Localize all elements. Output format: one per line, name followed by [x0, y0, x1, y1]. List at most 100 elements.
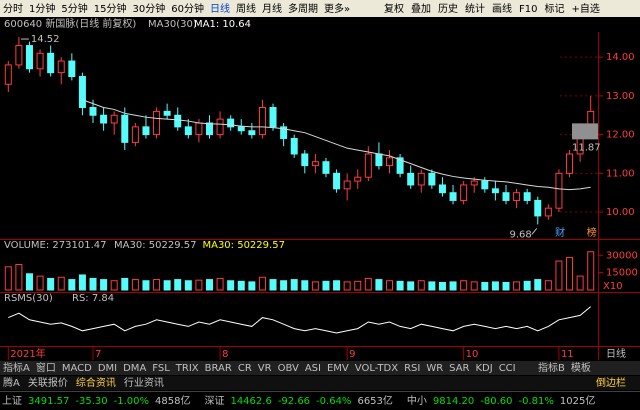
- volume-bar: [502, 281, 510, 291]
- indicator-tab[interactable]: SAR: [449, 363, 469, 374]
- indicator-tab[interactable]: VR: [258, 363, 272, 374]
- info-tab[interactable]: 行业资讯: [124, 376, 164, 389]
- toolbar-item[interactable]: 更多»: [324, 2, 350, 15]
- volume-bar: [417, 280, 425, 291]
- volume-bar: [237, 280, 245, 291]
- indicator-tab[interactable]: TRIX: [175, 363, 199, 374]
- toolbar-item[interactable]: +自选: [571, 2, 599, 15]
- sidebar-toggle[interactable]: 倒边栏: [596, 376, 626, 389]
- tab-bar: [0, 361, 640, 375]
- ma-line: [82, 99, 591, 191]
- toolbar-item[interactable]: 历史: [438, 3, 458, 15]
- candle-body: [470, 180, 478, 186]
- candle-body: [25, 45, 33, 70]
- volume-bar: [396, 280, 404, 291]
- toolbar: [0, 0, 640, 17]
- toolbar-item[interactable]: 多周期: [288, 2, 318, 15]
- candle-body: [184, 126, 192, 136]
- candle-body: [428, 172, 436, 186]
- toolbar-item[interactable]: 60分钟: [171, 2, 204, 15]
- candle-body: [15, 45, 23, 66]
- low-arrow: [531, 228, 538, 235]
- toolbar-item[interactable]: F10: [519, 4, 537, 15]
- indicator-tab[interactable]: ASI: [305, 363, 321, 374]
- info-tab[interactable]: 腾A: [3, 376, 20, 389]
- volume-bar: [153, 279, 161, 291]
- toolbar-item[interactable]: 复权: [384, 2, 404, 15]
- volume-bar: [544, 280, 552, 291]
- volume-bar: [322, 280, 330, 291]
- toolbar-item[interactable]: 统计: [465, 2, 485, 15]
- status-item: 3491.57: [28, 396, 69, 407]
- candle-body: [523, 192, 531, 201]
- volume-ma[interactable]: MA30: 50229.57: [114, 240, 196, 251]
- candle-body: [322, 161, 330, 174]
- volume-bar: [311, 281, 319, 291]
- volume-bar: [470, 281, 478, 291]
- y-tick-label: 10.00: [606, 207, 635, 218]
- info-tab[interactable]: 综合资讯: [76, 376, 116, 389]
- status-item: -0.64%: [316, 396, 351, 407]
- candle-body: [311, 161, 319, 167]
- candle-body: [110, 114, 118, 124]
- volume-bar: [428, 281, 436, 291]
- date-label: 7: [95, 349, 101, 360]
- candle-body: [513, 192, 521, 201]
- indicator-tab[interactable]: CR: [238, 363, 252, 374]
- event-tag: 榜: [587, 226, 597, 239]
- toolbar-item[interactable]: 周线: [236, 2, 256, 15]
- candle-body: [417, 172, 425, 186]
- indicator-tab[interactable]: RSI: [404, 363, 420, 374]
- candle-body: [364, 153, 372, 178]
- indicator-tab[interactable]: WR: [426, 363, 443, 374]
- toolbar-item[interactable]: 叠加: [411, 3, 431, 15]
- status-item: 4858亿: [155, 394, 190, 407]
- volume-bar: [587, 251, 595, 291]
- volume-bar: [25, 273, 33, 291]
- volume-bar: [354, 280, 362, 291]
- indicator-tab[interactable]: DMA: [123, 363, 146, 374]
- toolbar-item[interactable]: 5分钟: [61, 2, 87, 15]
- indicator-tab[interactable]: KDJ: [475, 363, 492, 374]
- indicator-tab[interactable]: FSL: [152, 363, 170, 374]
- volume-bar: [15, 264, 23, 291]
- indicator-tab[interactable]: MACD: [62, 363, 92, 374]
- toolbar-item[interactable]: 标记: [544, 3, 564, 15]
- indicator-tab[interactable]: OBV: [278, 363, 299, 374]
- candle-body: [343, 180, 351, 190]
- candle-body: [566, 153, 574, 174]
- toolbar-item[interactable]: 30分钟: [132, 2, 165, 15]
- indicator-tab[interactable]: 指标A: [3, 361, 30, 374]
- status-item: 6653亿: [357, 394, 392, 407]
- status-item: -0.81%: [519, 396, 554, 407]
- status-item: -92.66: [278, 396, 310, 407]
- indicator-tab[interactable]: 指标B: [538, 361, 565, 374]
- candle-body: [290, 137, 298, 155]
- toolbar-item[interactable]: 1分钟: [29, 2, 55, 15]
- toolbar-item[interactable]: 分时: [3, 3, 23, 15]
- indicator-tab[interactable]: DMI: [98, 363, 117, 374]
- info-tab[interactable]: 关联报价: [28, 376, 68, 389]
- indicator-tab[interactable]: BRAR: [205, 363, 232, 374]
- ma-value: MA1: 10.64: [194, 19, 251, 30]
- candle-body: [301, 153, 309, 167]
- indicator-tab[interactable]: CCI: [499, 363, 516, 374]
- indicator-tab[interactable]: 模板: [571, 361, 591, 374]
- toolbar-item[interactable]: 月线: [262, 2, 282, 15]
- volume-ma[interactable]: MA30: 50229.57: [202, 240, 284, 251]
- indicator-tab[interactable]: EMV: [327, 363, 349, 374]
- last-label: 11.87: [572, 142, 601, 153]
- indicator-tab[interactable]: VOL-TDX: [355, 363, 398, 374]
- toolbar-item[interactable]: 画线: [492, 2, 512, 15]
- candle-body: [131, 126, 139, 143]
- candle-body: [258, 107, 266, 136]
- volume-title: VOLUME: 273101.47: [4, 240, 107, 251]
- indicator-tab[interactable]: 窗口: [36, 361, 56, 374]
- status-item: 14462.6: [230, 396, 271, 407]
- y-tick-label: 15000: [606, 268, 638, 279]
- toolbar-item[interactable]: 日线: [210, 2, 230, 15]
- toolbar-item[interactable]: 15分钟: [94, 2, 127, 15]
- candle-body: [142, 126, 150, 136]
- candle-body: [491, 188, 499, 194]
- status-item: 上证: [2, 395, 22, 407]
